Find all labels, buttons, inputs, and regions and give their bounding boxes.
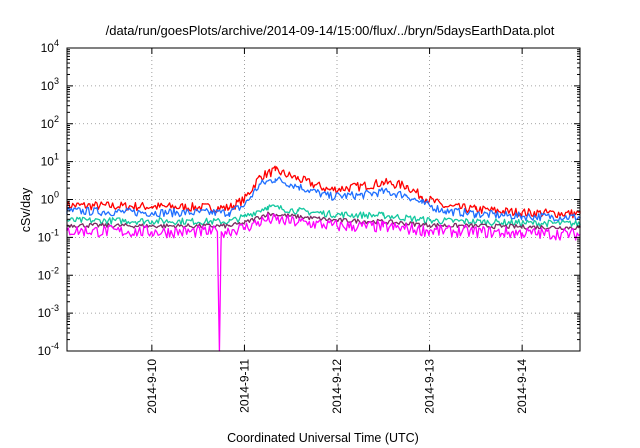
y-tick-label: 100 [41,190,59,207]
grid [67,48,580,351]
series-line [66,213,581,352]
y-tick-label: 10-4 [38,341,59,358]
y-tick-label: 101 [41,152,59,169]
x-tick-label: 2014-9-12 [330,359,344,414]
series-line [66,211,581,231]
y-axis-label: cSv/day [19,187,33,232]
series-layer [66,165,581,352]
series-line [66,176,581,222]
y-tick-label: 102 [41,114,59,131]
y-tick-label: 10-3 [38,303,59,320]
x-tick-label: 2014-9-13 [423,359,437,414]
ticks: 10-4 10-3 10-2 10-1 100 101 102 103 104 2014-9-10… [38,38,580,414]
x-tick-label: 2014-9-14 [515,359,529,414]
series-line [66,204,581,228]
x-axis-label: Coordinated Universal Time (UTC) [227,431,419,445]
x-tick-label: 2014-9-11 [237,359,251,413]
y-tick-label: 103 [41,76,59,93]
chart-title: /data/run/goesPlots/archive/2014-09-14/1… [106,23,555,38]
x-tick-label: 2014-9-10 [145,359,159,414]
y-tick-label: 104 [41,38,59,55]
y-tick-label: 10-1 [38,227,59,244]
y-tick-label: 10-2 [38,265,59,282]
